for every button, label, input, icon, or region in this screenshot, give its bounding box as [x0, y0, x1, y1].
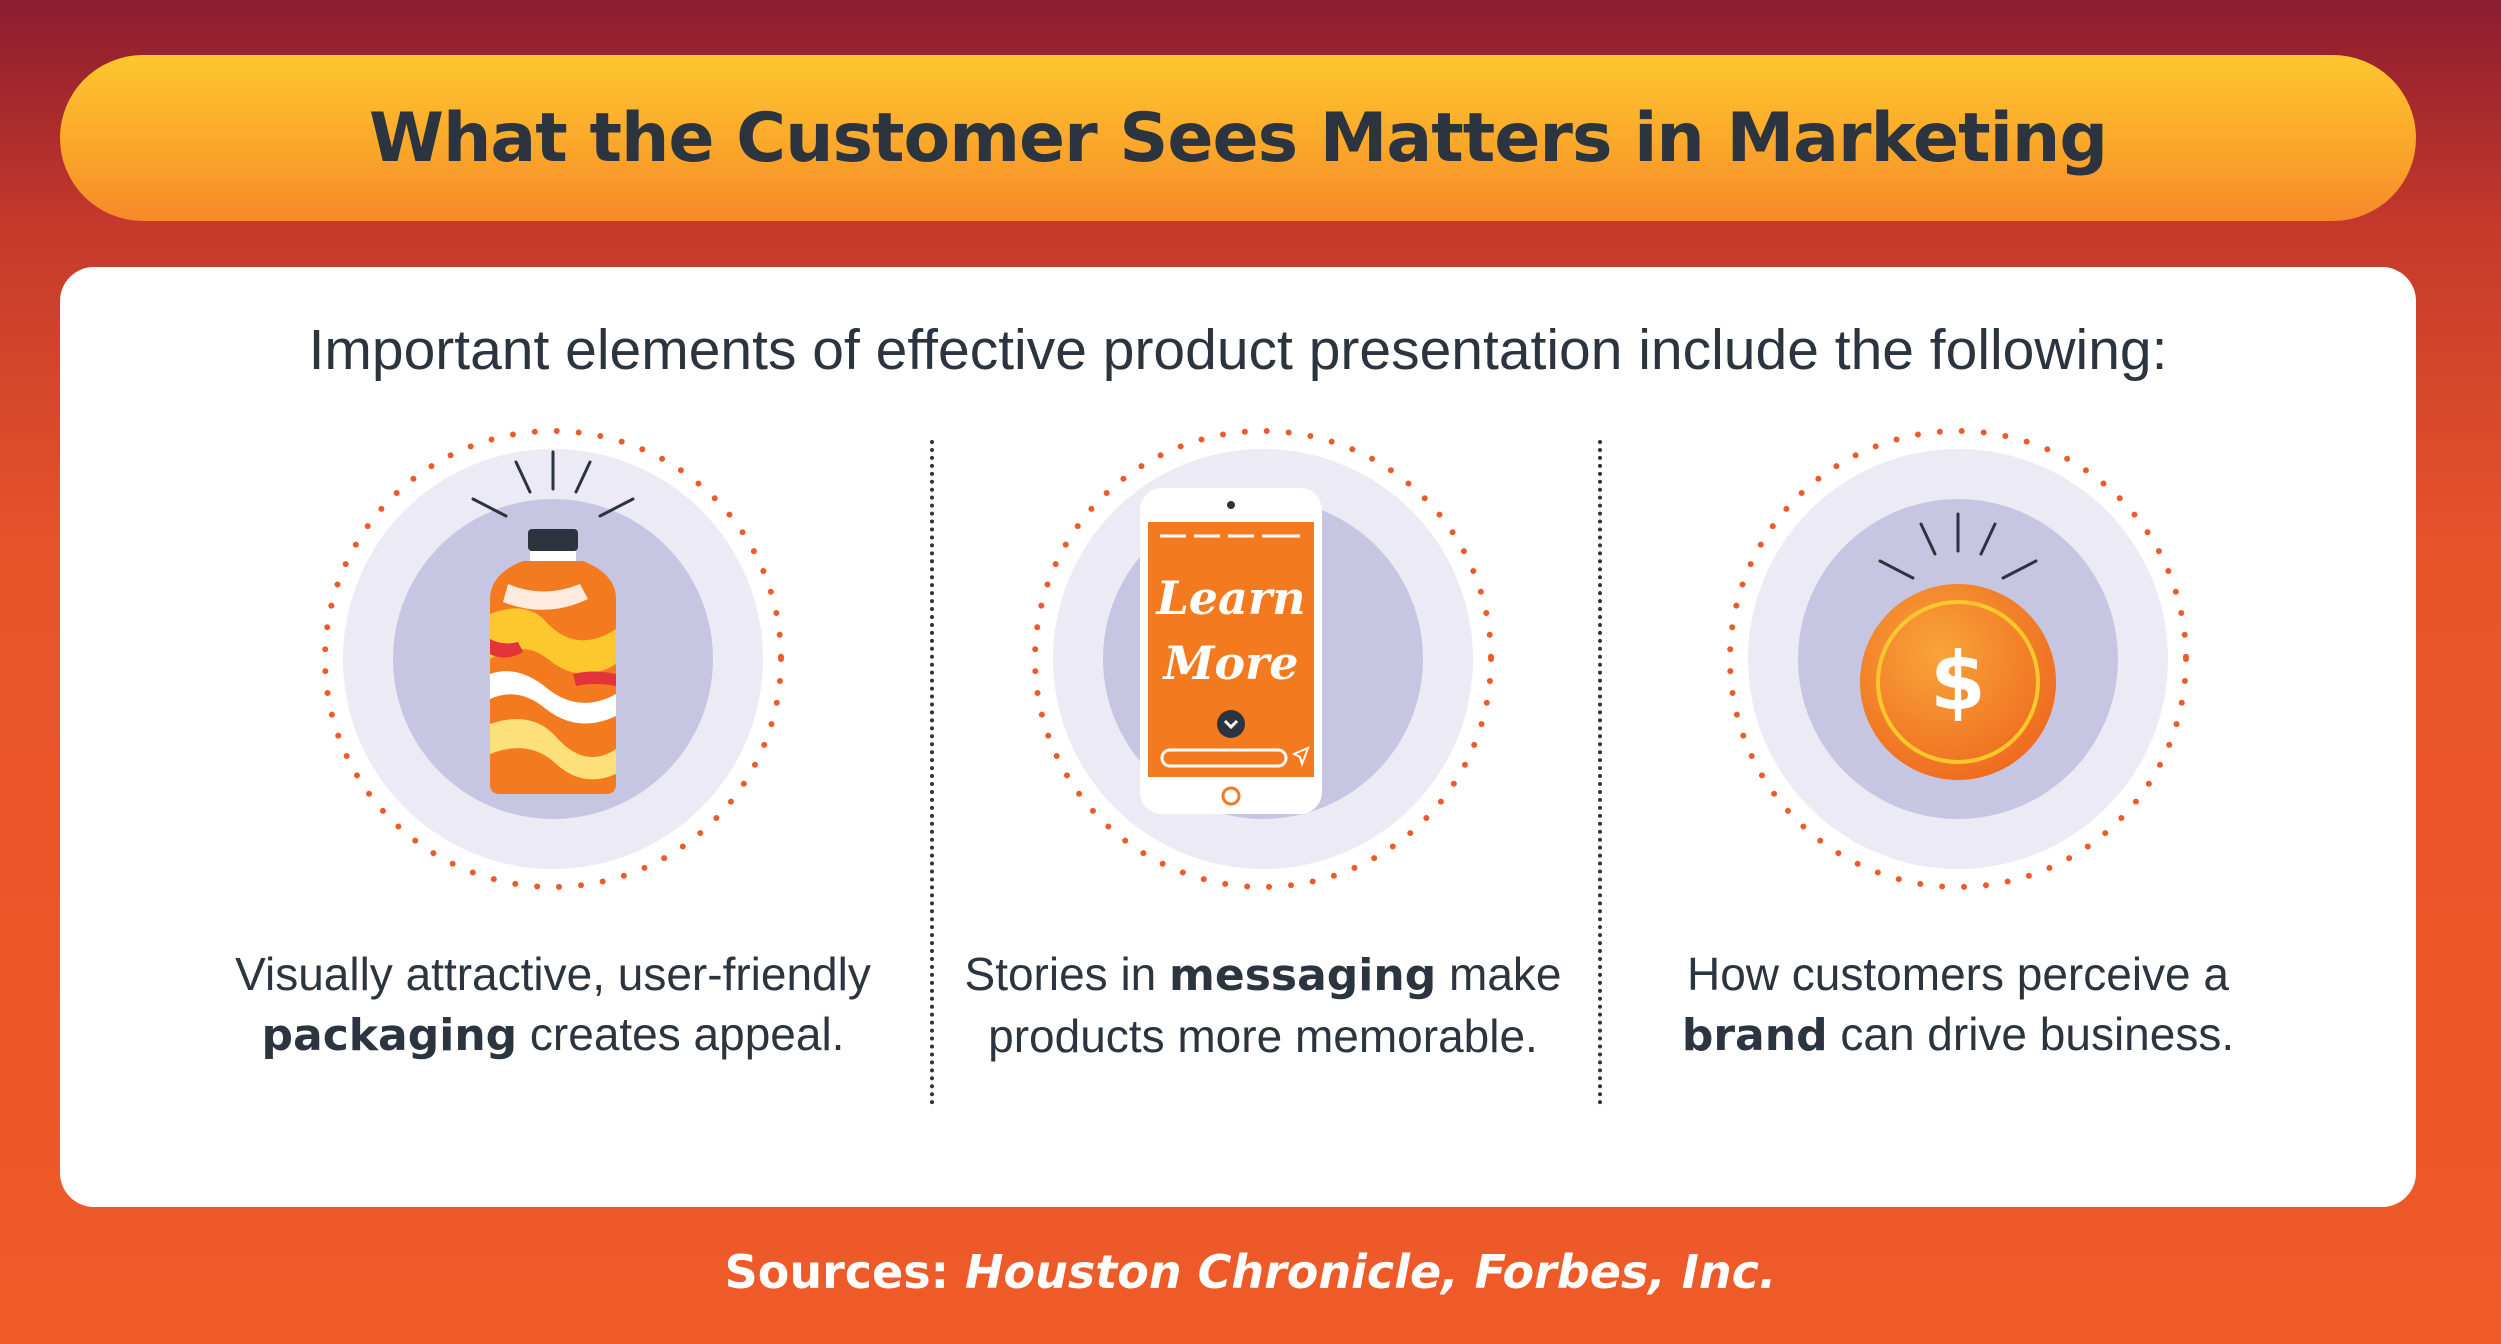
caption-packaging: Visually attractive, user-friendly packa… — [235, 948, 871, 1061]
page-title: What the Customer Sees Matters in Market… — [368, 98, 2108, 178]
smartphone-icon: Learn More — [1032, 428, 1494, 890]
screen-text-more: More — [1161, 636, 1298, 690]
title-banner: What the Customer Sees Matters in Market… — [60, 55, 2416, 221]
messaging-illustration: Learn More — [1028, 424, 1498, 894]
screen-text-learn: Learn — [1154, 571, 1305, 625]
sources-label: Sources: — [724, 1245, 950, 1299]
dollar-coin-icon: $ — [1727, 428, 2189, 890]
sources-names: Houston Chronicle, Forbes, Inc. — [965, 1245, 1777, 1299]
item-messaging: Learn More Stories in messaging make pro… — [928, 424, 1598, 1066]
item-brand: $ How customers perceive a brand can dri… — [1623, 424, 2293, 1066]
column-divider — [930, 440, 934, 1105]
packaging-illustration — [318, 424, 788, 894]
bottle-icon — [322, 428, 784, 890]
sources-line: Sources: Houston Chronicle, Forbes, Inc. — [0, 1245, 2501, 1299]
keyword-packaging: packaging — [261, 1010, 518, 1061]
column-divider — [1598, 440, 1602, 1105]
caption-messaging: Stories in messaging make products more … — [964, 948, 1562, 1062]
item-packaging: Visually attractive, user-friendly packa… — [218, 424, 888, 1066]
keyword-messaging: messaging — [1169, 950, 1437, 1001]
caption-brand: How customers perceive a brand can drive… — [1681, 948, 2235, 1061]
brand-illustration: $ — [1723, 424, 2193, 894]
intro-text: Important elements of effective product … — [308, 318, 2168, 382]
keyword-brand: brand — [1681, 1010, 1828, 1061]
content-panel: Important elements of effective product … — [60, 267, 2416, 1207]
svg-text:$: $ — [1930, 635, 1986, 728]
